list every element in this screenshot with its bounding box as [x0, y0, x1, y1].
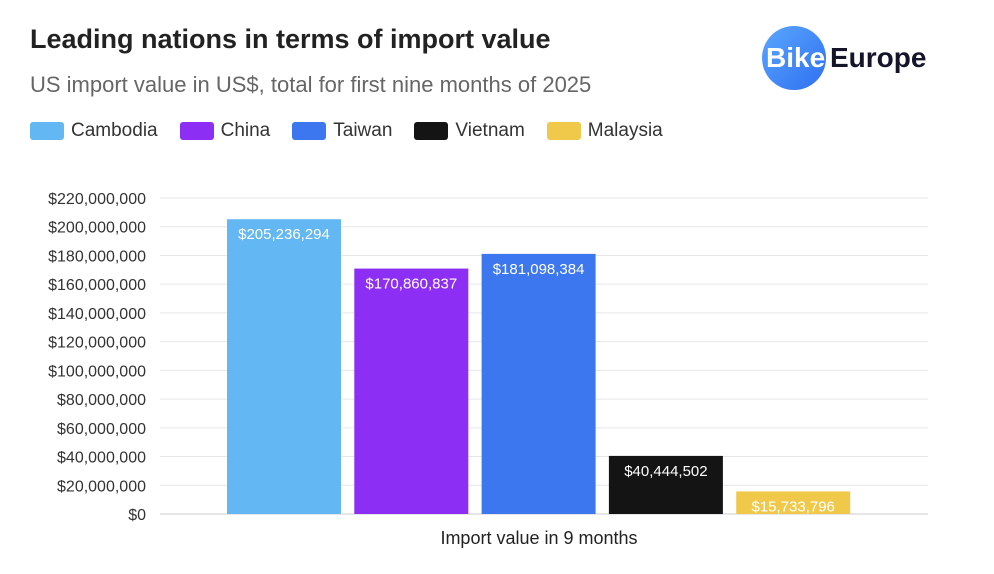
legend-label: Malaysia [587, 120, 663, 141]
bike-europe-logo: Bike Europe [762, 26, 926, 90]
legend-label: Taiwan [333, 120, 393, 141]
chart-subtitle: US import value in US$, total for first … [30, 72, 592, 97]
data-label: $205,236,294 [238, 226, 330, 243]
legend-item-china[interactable]: China [179, 120, 271, 142]
legend-label: China [220, 120, 271, 141]
y-tick-label: $20,000,000 [57, 478, 146, 495]
legend-swatch [30, 122, 64, 140]
legend-swatch [414, 122, 449, 140]
y-tick-label: $180,000,000 [48, 248, 146, 265]
legend-label: Vietnam [455, 120, 525, 141]
bar-vietnam[interactable] [608, 455, 723, 514]
data-label: $40,444,502 [624, 463, 707, 480]
y-tick-label: $120,000,000 [48, 335, 146, 352]
x-axis-label: Import value in 9 months [440, 528, 637, 548]
legend-label: Cambodia [71, 120, 158, 141]
y-tick-label: $0 [128, 507, 146, 524]
legend-item-taiwan[interactable]: Taiwan [292, 120, 392, 142]
legend-swatch [292, 122, 327, 140]
data-label: $170,860,837 [365, 276, 457, 293]
y-tick-label: $60,000,000 [57, 421, 146, 438]
y-tick-label: $140,000,000 [48, 306, 146, 323]
legend-item-cambodia[interactable]: Cambodia [30, 120, 158, 142]
y-tick-label: $80,000,000 [57, 392, 146, 409]
y-tick-label: $160,000,000 [48, 277, 146, 294]
bar-taiwan[interactable] [481, 253, 596, 514]
legend-swatch [546, 122, 581, 140]
legend-item-vietnam[interactable]: Vietnam [414, 120, 525, 142]
chart-title: Leading nations in terms of import value [30, 24, 551, 54]
y-tick-label: $220,000,000 [48, 191, 146, 208]
y-tick-label: $200,000,000 [48, 220, 146, 237]
data-label: $181,098,384 [493, 261, 585, 278]
bar-malaysia[interactable] [736, 491, 851, 514]
y-tick-label: $40,000,000 [57, 450, 146, 467]
legend: Cambodia China Taiwan Vietnam Malaysia [30, 120, 663, 142]
legend-item-malaysia[interactable]: Malaysia [546, 120, 663, 142]
logo-bike: Bike [766, 42, 826, 73]
bar-china[interactable] [354, 268, 469, 514]
y-tick-label: $100,000,000 [48, 363, 146, 380]
legend-swatch [179, 122, 214, 140]
bar-cambodia[interactable] [227, 219, 341, 514]
logo-europe: Europe [830, 42, 927, 73]
data-label: $15,733,796 [751, 498, 834, 515]
